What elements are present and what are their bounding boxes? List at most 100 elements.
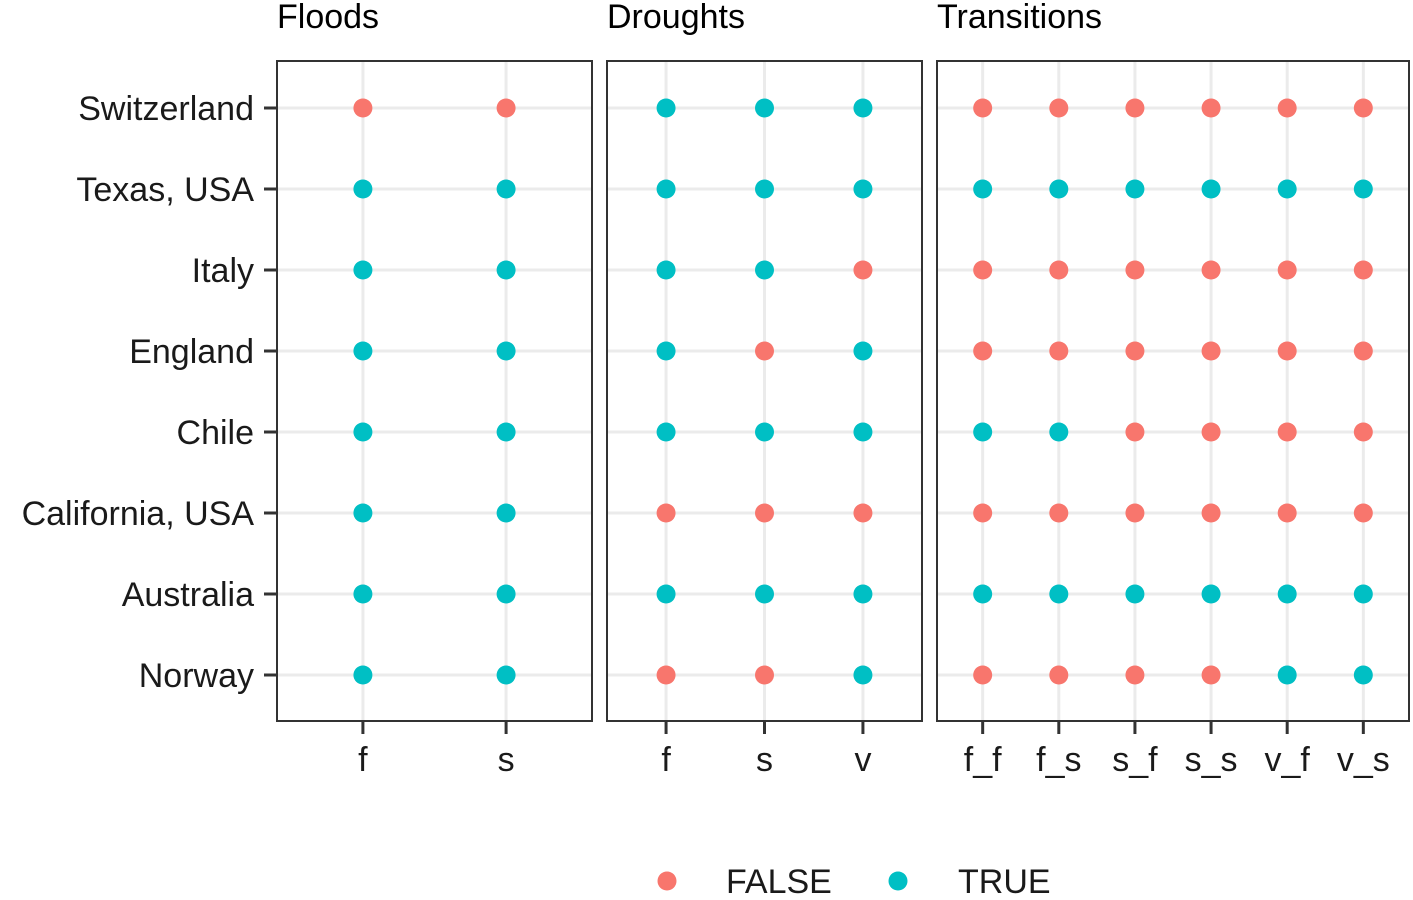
y-tick-label: Texas, USA [76,171,254,209]
y-tick-label: California, USA [22,495,255,533]
x-tick-label: f [661,741,671,779]
data-point [1277,665,1297,685]
panel-border [276,60,593,722]
data-point [1125,422,1145,442]
data-point [656,584,676,604]
x-tick-label: f_s [1036,741,1081,779]
data-point [1353,584,1373,604]
y-tick-label: Switzerland [78,90,254,128]
data-point [973,584,993,604]
data-point [1049,260,1069,280]
data-point [656,503,676,523]
facet-title: Transitions [937,0,1102,36]
data-point [973,503,993,523]
data-point [656,341,676,361]
data-point [853,341,873,361]
data-point [755,422,774,442]
data-point [1049,98,1069,118]
data-point [353,341,373,361]
data-point [1201,179,1221,199]
data-point [973,260,993,280]
data-point [1125,260,1145,280]
data-point [1277,341,1297,361]
y-tick-label: Australia [122,576,254,614]
data-point [496,179,516,199]
facet-title: Floods [277,0,379,36]
data-point [1125,179,1145,199]
data-point [755,260,774,280]
data-point [353,179,373,199]
data-point [1353,422,1373,442]
data-point [353,98,373,118]
data-point [1277,260,1297,280]
legend-label: FALSE [726,863,832,895]
data-point [973,98,993,118]
data-point [496,584,516,604]
data-point [496,422,516,442]
data-point [853,179,873,199]
y-tick-label: England [129,333,254,371]
data-point [1353,503,1373,523]
data-point [1277,503,1297,523]
data-point [755,179,774,199]
data-point [1353,98,1373,118]
data-point [1277,98,1297,118]
y-tick-label: Italy [192,252,254,290]
data-point [973,665,993,685]
data-point [755,341,774,361]
x-tick-label: s [756,741,773,779]
data-point [1049,179,1069,199]
data-point [353,260,373,280]
panel-border [936,60,1410,722]
data-point [755,584,774,604]
data-point [353,503,373,523]
data-point [853,503,873,523]
data-point [1277,584,1297,604]
data-point [1125,98,1145,118]
y-tick-label: Chile [177,414,254,452]
x-tick-label: s_f [1112,741,1158,779]
data-point [1049,584,1069,604]
data-point [973,422,993,442]
data-point [1201,665,1221,685]
data-point [1125,665,1145,685]
x-tick-label: f_f [964,741,1002,779]
data-point [1125,503,1145,523]
data-point [1201,341,1221,361]
data-point [496,341,516,361]
data-point [496,665,516,685]
legend-key [657,871,677,891]
x-tick-label: s_s [1185,741,1238,779]
data-point [1353,260,1373,280]
data-point [353,584,373,604]
data-point [1125,341,1145,361]
data-point [1049,422,1069,442]
data-point [755,503,774,523]
data-point [1049,665,1069,685]
legend-label: TRUE [958,863,1051,895]
data-point [496,260,516,280]
data-point [755,98,774,118]
data-point [853,260,873,280]
data-point [656,179,676,199]
data-point [853,422,873,442]
legend-key [888,871,908,891]
data-point [853,584,873,604]
data-point [1049,503,1069,523]
data-point [1353,665,1373,685]
data-point [1201,422,1221,442]
data-point [496,98,516,118]
data-point [1125,584,1145,604]
data-point [496,503,516,523]
data-point [1353,341,1373,361]
data-point [755,665,774,685]
data-point [853,665,873,685]
data-point [353,422,373,442]
data-point [853,98,873,118]
data-point [1201,503,1221,523]
data-point [353,665,373,685]
data-point [1353,179,1373,199]
data-point [1049,341,1069,361]
